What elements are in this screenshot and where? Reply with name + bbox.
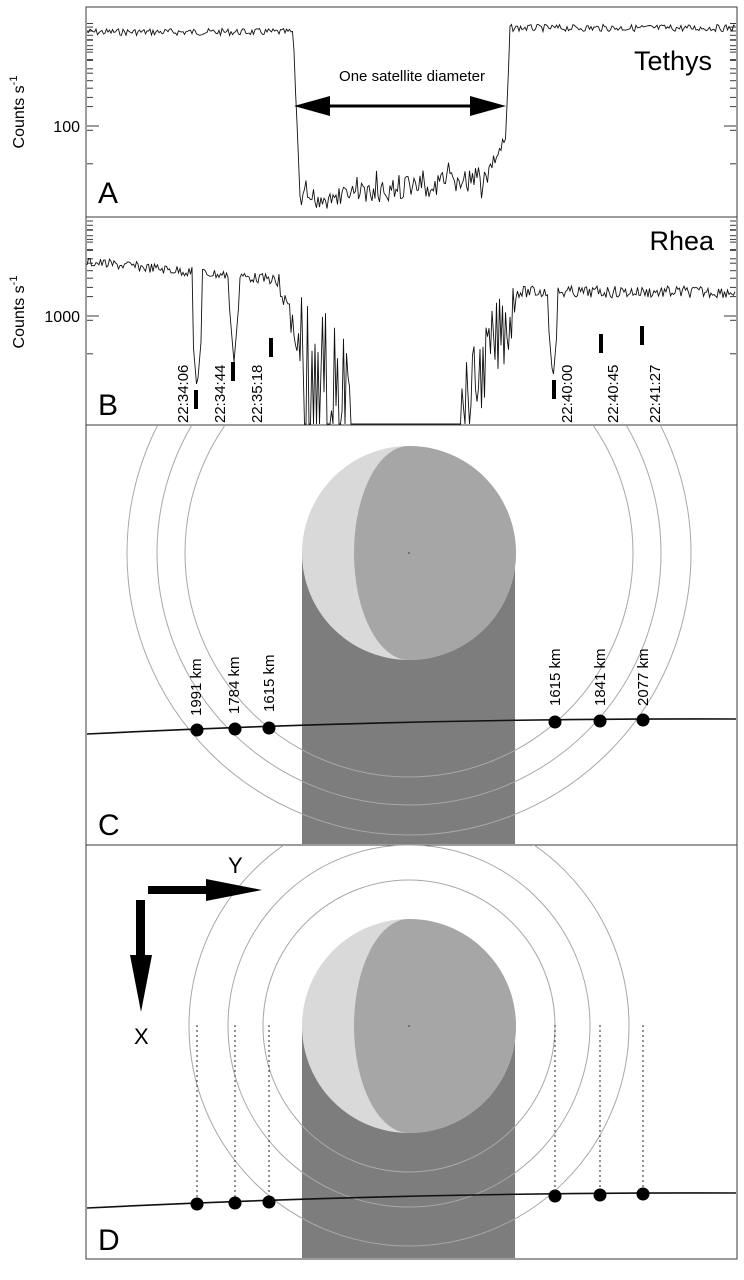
one-diameter-label: One satellite diameter bbox=[339, 68, 485, 85]
panel-c-letter: C bbox=[98, 809, 120, 842]
time-label-4: 22:40:00 bbox=[559, 365, 576, 423]
time-label-5: 22:40:45 bbox=[605, 365, 622, 423]
crossing-point-3 bbox=[262, 1195, 276, 1209]
time-marker-6 bbox=[640, 326, 644, 345]
time-label-6: 22:41:27 bbox=[647, 365, 664, 423]
panel-b: Rhea 1000 Counts s-1 22:34:06 22:34:44 2… bbox=[8, 216, 738, 426]
crossing-point-5 bbox=[593, 714, 607, 728]
panel-a-letter: A bbox=[98, 177, 118, 210]
crossing-point-5 bbox=[593, 1188, 607, 1202]
time-label-1: 22:34:06 bbox=[175, 365, 192, 423]
distance-label-5: 1841 km bbox=[592, 648, 609, 706]
crossing-point-4 bbox=[548, 715, 562, 729]
orbit-ring-inner bbox=[184, 426, 634, 778]
panel-c: 1991 km 1784 km 1615 km 1615 km 1841 km … bbox=[85, 424, 738, 846]
panel-b-ytick-label: 1000 bbox=[44, 309, 80, 326]
panel-a: Tethys 100 Counts s-1 One satellite diam… bbox=[8, 6, 738, 218]
crossing-point-4 bbox=[548, 1189, 562, 1203]
time-marker-5 bbox=[599, 334, 603, 353]
crossing-point-1 bbox=[190, 1197, 204, 1211]
panel-a-frame bbox=[85, 6, 738, 218]
distance-label-1: 1991 km bbox=[188, 658, 205, 716]
panel-a-axis-ticks bbox=[87, 23, 736, 165]
y-axis-label: Y bbox=[228, 853, 243, 878]
time-label-2: 22:34:44 bbox=[212, 365, 229, 423]
panel-d: Y X D bbox=[85, 844, 738, 1260]
time-marker-3 bbox=[269, 338, 273, 357]
orbit-ring-middle bbox=[156, 426, 662, 806]
x-axis-label: X bbox=[134, 1024, 149, 1049]
panel-b-axis-ticks bbox=[87, 220, 736, 355]
time-marker-1 bbox=[194, 390, 198, 409]
time-label-3: 22:35:18 bbox=[249, 365, 266, 423]
y-axis-arrow bbox=[148, 879, 262, 901]
panel-b-title: Rhea bbox=[649, 226, 715, 256]
orbit-ring-middle bbox=[227, 845, 591, 1208]
orbit-ring-outer bbox=[126, 426, 692, 836]
distance-label-6: 2077 km bbox=[635, 648, 652, 706]
moon-dark-side bbox=[354, 919, 516, 1133]
tethys-count-rate-trace bbox=[86, 23, 736, 209]
x-axis-arrow bbox=[130, 900, 152, 1012]
time-marker-2 bbox=[231, 362, 235, 381]
time-marker-4 bbox=[552, 380, 556, 399]
rhea-count-rate-trace bbox=[86, 257, 736, 425]
panel-a-title: Tethys bbox=[634, 46, 712, 76]
crossing-point-2 bbox=[228, 1196, 242, 1210]
panel-a-ylabel: Counts s-1 bbox=[8, 76, 28, 149]
panel-b-letter: B bbox=[98, 389, 118, 422]
panel-d-letter: D bbox=[98, 1224, 120, 1257]
crossing-point-1 bbox=[190, 723, 204, 737]
distance-label-2: 1784 km bbox=[226, 656, 243, 714]
panel-b-ylabel: Counts s-1 bbox=[8, 276, 28, 349]
distance-label-3: 1615 km bbox=[261, 654, 278, 712]
one-diameter-arrow bbox=[294, 96, 506, 116]
crossing-point-6 bbox=[636, 1187, 650, 1201]
moon-dark-side bbox=[354, 446, 516, 660]
distance-label-4: 1615 km bbox=[547, 648, 564, 706]
crossing-point-3 bbox=[262, 721, 276, 735]
panel-a-ytick-label: 100 bbox=[53, 119, 80, 136]
crossing-point-2 bbox=[228, 722, 242, 736]
orbit-ring-outer bbox=[188, 845, 630, 1247]
crossing-point-6 bbox=[636, 713, 650, 727]
